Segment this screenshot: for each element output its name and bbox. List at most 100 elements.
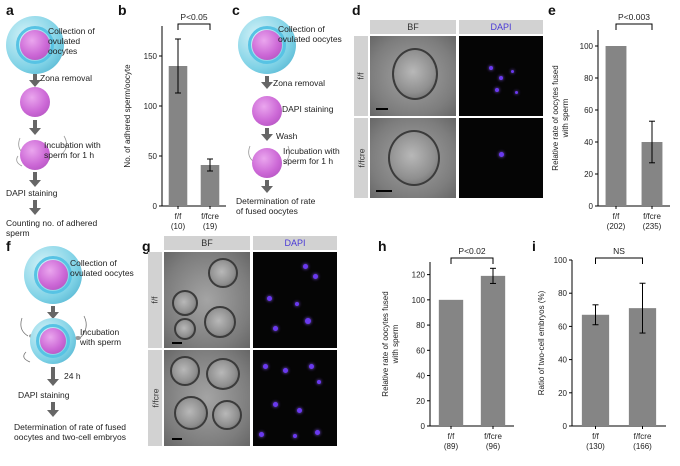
y-tick-label: 60 <box>584 106 593 115</box>
step-determination: Determination of rate of fused oocytes a… <box>14 422 126 442</box>
step-24h: 24 h <box>64 371 81 381</box>
step-dapi: DAPI staining <box>6 188 58 198</box>
bar <box>605 46 627 206</box>
step-zona-removal: Zona removal <box>40 73 92 83</box>
dapi-image-ff <box>459 36 543 116</box>
significance-bracket <box>177 23 211 30</box>
significance-label: P<0.05 <box>180 12 207 22</box>
chart-h: 0 20 40 60 80 100 120 Relative rate of oocytes … <box>381 246 514 451</box>
significance-bracket <box>450 257 494 264</box>
x-tick-label: f/fcre <box>201 212 219 221</box>
zona-pellucida-icon <box>248 26 286 64</box>
dapi-image-ffcre <box>253 350 337 446</box>
count-label: (166) <box>633 442 652 451</box>
bf-image-ff <box>370 36 456 116</box>
y-tick-label: 0 <box>563 422 568 431</box>
y-tick-label: 60 <box>416 346 425 355</box>
zona-pellucida-icon <box>34 256 72 294</box>
panel-label-g: g <box>142 238 151 254</box>
row-label-ff: f/f <box>354 36 368 116</box>
nucleus-dot <box>293 434 297 438</box>
x-tick-label: f/f <box>592 432 599 441</box>
embryo-image <box>172 290 198 316</box>
step-determination: Determination of rate of fused oocytes <box>236 196 316 216</box>
scale-bar <box>172 438 182 440</box>
significance-label: P<0.02 <box>458 246 485 256</box>
y-axis-label: Relative rate of oocytes fused <box>381 291 390 396</box>
step-collection: Collection of ovulated oocytes <box>70 258 134 278</box>
zona-pellucida-icon <box>36 324 70 358</box>
oocyte-image <box>388 130 440 186</box>
y-tick-label: 80 <box>416 321 425 330</box>
bf-image-ff <box>164 252 250 348</box>
embryo-image <box>174 396 208 430</box>
significance-bracket <box>615 23 653 30</box>
embryo-image <box>208 258 238 288</box>
bar <box>168 66 188 206</box>
significance-label: NS <box>613 246 625 256</box>
oocyte-icon <box>20 30 50 60</box>
step-wash: Wash <box>276 131 298 141</box>
y-tick-label: 20 <box>584 170 593 179</box>
count-label: (235) <box>643 222 662 231</box>
step-incubation: Incubation with sperm for 1 h <box>283 146 340 166</box>
scale-bar <box>376 190 392 192</box>
panel-label-e: e <box>548 2 556 18</box>
y-tick-label: 150 <box>144 52 158 61</box>
nucleus-dot <box>305 318 311 324</box>
y-tick-label: 20 <box>558 389 567 398</box>
panel-label-h: h <box>378 238 387 254</box>
significance-label: P<0.003 <box>618 12 650 22</box>
y-axis-label: with sperm <box>391 324 400 364</box>
oocyte-icon <box>20 87 50 117</box>
oocyte-icon <box>252 96 282 126</box>
count-label: (89) <box>444 442 459 451</box>
step-dapi: DAPI staining <box>282 104 334 114</box>
oocyte-icon <box>252 148 282 178</box>
count-label: (130) <box>586 442 605 451</box>
x-tick-label: f/fcre <box>634 432 652 441</box>
y-tick-label: 40 <box>584 138 593 147</box>
step-counting: Counting no. of adhered sperm <box>6 218 98 238</box>
bar <box>480 275 506 426</box>
embryo-image <box>204 306 236 338</box>
y-axis-label: Ratio of two-cell embryos (%) <box>537 290 546 395</box>
bar <box>200 165 220 206</box>
row-label-ff: f/f <box>148 252 162 348</box>
oocyte-image <box>392 48 438 100</box>
embryo-image <box>212 400 242 430</box>
row-label-ffcre: f/fcre <box>148 350 162 446</box>
nucleus-dot <box>495 88 499 92</box>
bar <box>581 314 610 426</box>
panel-label-b: b <box>118 2 127 18</box>
y-tick-label: 20 <box>416 397 425 406</box>
oocyte-icon <box>252 30 282 60</box>
nucleus-dot <box>283 368 288 373</box>
panel-label-f: f <box>6 238 11 254</box>
panel-label-c: c <box>232 2 240 18</box>
nucleus-dot <box>273 402 278 407</box>
step-dapi: DAPI staining <box>18 390 70 400</box>
count-label: (202) <box>607 222 626 231</box>
step-zona-removal: Zona removal <box>273 78 325 88</box>
nucleus-dot <box>263 364 268 369</box>
y-tick-label: 50 <box>148 152 157 161</box>
nucleus-dot <box>499 152 504 157</box>
step-incubation: Incubation with sperm <box>80 327 122 347</box>
embryo-image <box>206 358 240 390</box>
count-label: (19) <box>203 222 218 231</box>
y-tick-label: 0 <box>153 202 158 211</box>
panel-label-d: d <box>352 2 361 18</box>
x-tick-label: f/f <box>613 212 620 221</box>
bf-image-ffcre <box>164 350 250 446</box>
nucleus-dot <box>303 264 308 269</box>
y-tick-label: 40 <box>558 356 567 365</box>
count-label: (96) <box>486 442 501 451</box>
chart-i: 0 20 40 60 80 100 Ratio of two-cell embryos (%… <box>537 246 666 451</box>
x-tick-label: f/f <box>448 432 455 441</box>
step-collection: Collection of ovulated oocytes <box>278 24 342 44</box>
y-tick-label: 80 <box>584 74 593 83</box>
nucleus-dot <box>515 91 518 94</box>
chart-e: 0 20 40 60 80 100 Relative rate of oocytes fus… <box>551 12 670 231</box>
